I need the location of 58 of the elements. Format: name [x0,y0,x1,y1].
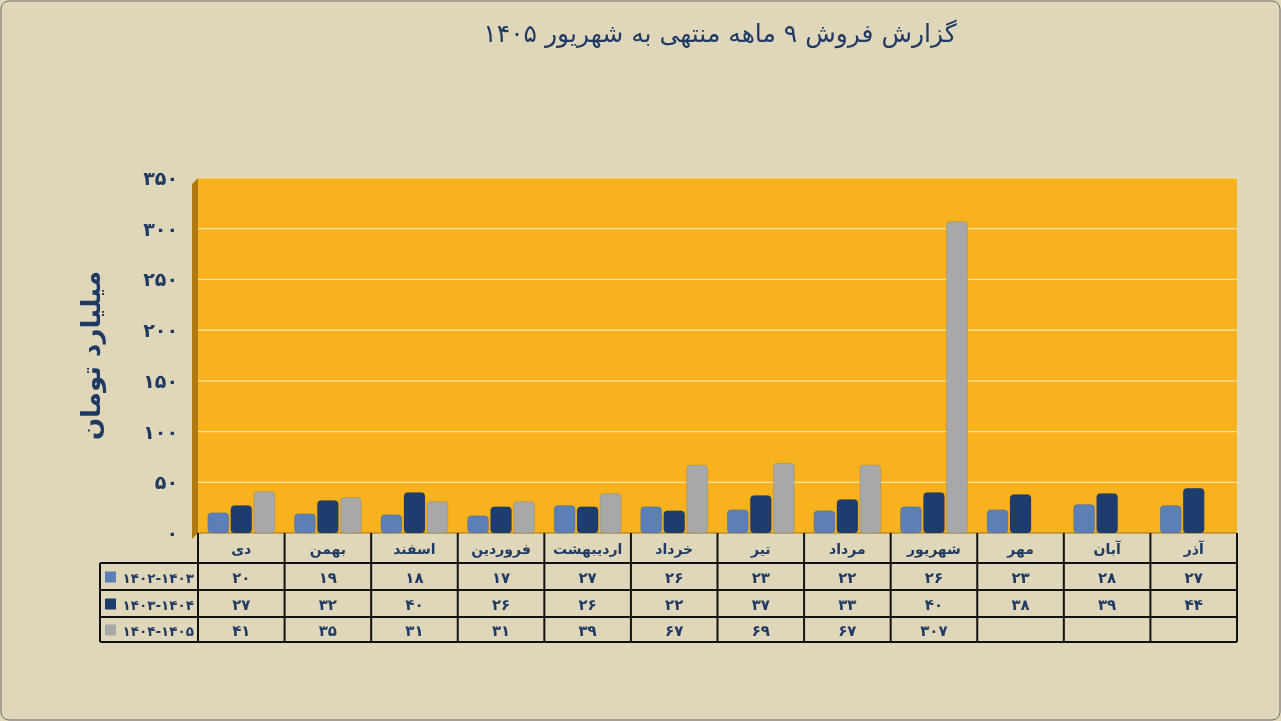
data-label: ۳۷ [751,595,770,614]
y-tick-label: ۱۰۰ [143,420,178,443]
data-label: ۲۳ [1011,568,1030,587]
y-tick-label: ۲۰۰ [143,319,178,342]
data-label: ۶۹ [751,621,770,640]
x-tick-label: خرداد [655,541,694,558]
x-tick-label: تیر [749,541,771,558]
data-label: ۴۴ [1184,595,1203,614]
data-label: ۳۵ [318,621,338,640]
y-tick-label: ۰ [166,522,178,544]
data-label: ۳۹ [1097,595,1117,614]
data-label: ۳۲ [318,595,338,614]
data-label: ۳۸ [1011,595,1030,614]
data-label: ۶۷ [665,621,684,640]
data-label: ۲۰ [232,568,251,587]
data-label: ۲۷ [578,568,597,587]
data-label: ۲۶ [578,595,597,614]
y-tick-label: ۳۵۰ [143,167,178,189]
data-label: ۲۸ [1097,568,1117,587]
x-tick-label: شهریور [906,541,961,558]
data-label: ۱۹ [318,568,338,587]
data-label: ۲۷ [1184,568,1203,587]
x-tick-label: آذر [1182,540,1205,557]
x-tick-label: مهر [1006,541,1034,558]
x-tick-label: اسفند [393,541,436,557]
data-label: ۲۳ [751,568,770,587]
y-axis-title: میلیارد تومان [76,270,107,441]
data-label: ۳۹ [578,621,597,640]
data-label: ۶۷ [838,621,857,640]
data-label: ۳۳ [838,595,857,614]
data-label: ۳۰۷ [920,621,948,640]
legend-label: ۱۴۰۲-۱۴۰۳ [122,569,195,586]
legend-label: ۱۴۰۴-۱۴۰۵ [122,622,194,639]
x-tick-label: بهمن [309,541,347,558]
x-tick-label: آبان [1093,540,1122,557]
chart-title: گزارش فروش ۹ ماهه منتهی به شهریور ۱۴۰۵ [483,19,957,49]
y-tick-label: ۵۰ [154,471,178,494]
data-label: ۱۸ [405,568,424,587]
data-label: ۱۷ [491,568,511,587]
y-tick-label: ۲۵۰ [143,268,178,291]
y-tick-label: ۳۰۰ [143,217,178,240]
data-label: ۳۱ [405,621,424,640]
legend-label: ۱۴۰۳-۱۴۰۴ [122,596,194,613]
data-label: ۴۱ [232,621,251,640]
data-label: ۲۶ [665,568,684,587]
data-label: ۲۲ [665,595,684,614]
data-label: ۲۶ [491,595,511,614]
x-tick-label: مرداد [829,541,866,558]
x-tick-label: اردیبهشت [552,541,623,558]
data-label: ۲۷ [232,595,251,614]
data-label: ۲۲ [838,568,857,587]
x-tick-label: دی [231,541,252,557]
x-tick-label: فروردین [471,541,531,558]
y-tick-label: ۱۵۰ [143,369,178,392]
data-label: ۲۶ [924,568,944,587]
data-label: ۴۰ [405,595,424,614]
data-label: ۳۱ [491,621,511,640]
data-label: ۴۰ [924,595,944,614]
